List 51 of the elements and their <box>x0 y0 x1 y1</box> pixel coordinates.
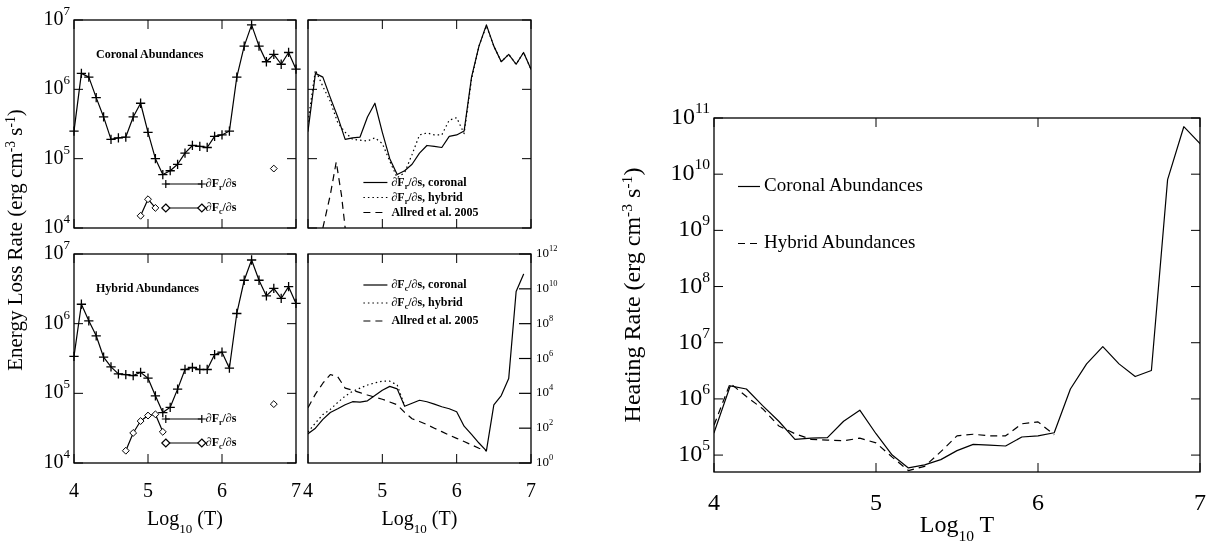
y-tick-label: 10$^{4}$ <box>43 446 71 472</box>
x-tick-label: 4 <box>708 489 720 515</box>
text: 10$^{12}$ <box>536 242 558 260</box>
legend-label: ∂F$_{r}$/∂s <box>205 410 237 428</box>
y-tick-label: 10$^{7}$ <box>678 323 711 354</box>
legend-label: ∂F$_{r}$/∂s, hybrid <box>391 189 464 206</box>
x-axis-title: Log$_{10}$ T <box>919 511 995 544</box>
legend-label: Hybrid Abundances <box>764 230 916 252</box>
x-tick-label: 5 <box>143 479 153 501</box>
x-axis-title: Log$_{10}$ (T) <box>147 507 223 536</box>
x-tick-label: 5 <box>377 479 388 501</box>
legend-label: ∂F$_{c}$/∂s <box>205 199 237 217</box>
legend-label: ∂F$_{c}$/∂s, hybrid <box>391 294 464 312</box>
legend-label: ∂F$_{c}$/∂s, coronal <box>391 276 468 294</box>
text: 10$^{0}$ <box>536 451 554 469</box>
text: 10$^{6}$ <box>536 347 554 365</box>
y-tick-label: 10$^{11}$ <box>670 99 710 129</box>
x-axis-title: Log$_{10}$ (T) <box>381 507 458 536</box>
y-tick-label: 10$^{5}$ <box>43 142 70 168</box>
x-tick-label: 7 <box>1194 489 1206 515</box>
x-tick-label: 6 <box>451 479 462 501</box>
y-tick-label: 10$^{7}$ <box>43 237 71 263</box>
y-tick-label: 10$^{6}$ <box>678 379 711 410</box>
x-tick-label: 6 <box>217 479 227 501</box>
y-tick-label: 10$^{10}$ <box>670 155 711 185</box>
annotation: Hybrid Abundances <box>96 281 200 295</box>
legend-label: ∂F$_{c}$/∂s <box>205 434 237 452</box>
annotation: Coronal Abundances <box>96 47 204 61</box>
x-tick-label: 4 <box>303 479 313 501</box>
y-tick-label: 10$^{5}$ <box>43 376 70 402</box>
legend-label: Allred et al. 2005 <box>391 204 479 219</box>
x-tick-label: 4 <box>69 479 79 501</box>
y-tick-label: 10$^{8}$ <box>678 267 711 298</box>
y-tick-label: 10$^{7}$ <box>43 3 71 29</box>
x-tick-label: 7 <box>291 479 301 501</box>
x-tick-label: 7 <box>526 479 536 501</box>
legend-label: ∂F$_{r}$/∂s, coronal <box>391 174 468 191</box>
y-tick-label: 10$^{4}$ <box>43 211 71 237</box>
y-tick-label: 10$^{5}$ <box>678 436 711 466</box>
legend-label: ∂F$_{r}$/∂s <box>205 175 237 193</box>
y-tick-label: 10$^{9}$ <box>678 211 711 241</box>
text: 10$^{2}$ <box>536 417 554 435</box>
text: 10$^{4}$ <box>536 382 554 400</box>
legend-label: Coronal Abundances <box>764 173 923 195</box>
y-tick-label: 10$^{6}$ <box>43 307 71 333</box>
legend-label: Allred et al. 2005 <box>391 312 479 327</box>
x-tick-label: 6 <box>1032 489 1044 515</box>
text: 10$^{8}$ <box>536 312 554 330</box>
text: 10$^{10}$ <box>536 277 558 295</box>
y-tick-label: 10$^{6}$ <box>43 72 71 98</box>
x-tick-label: 5 <box>870 489 882 515</box>
